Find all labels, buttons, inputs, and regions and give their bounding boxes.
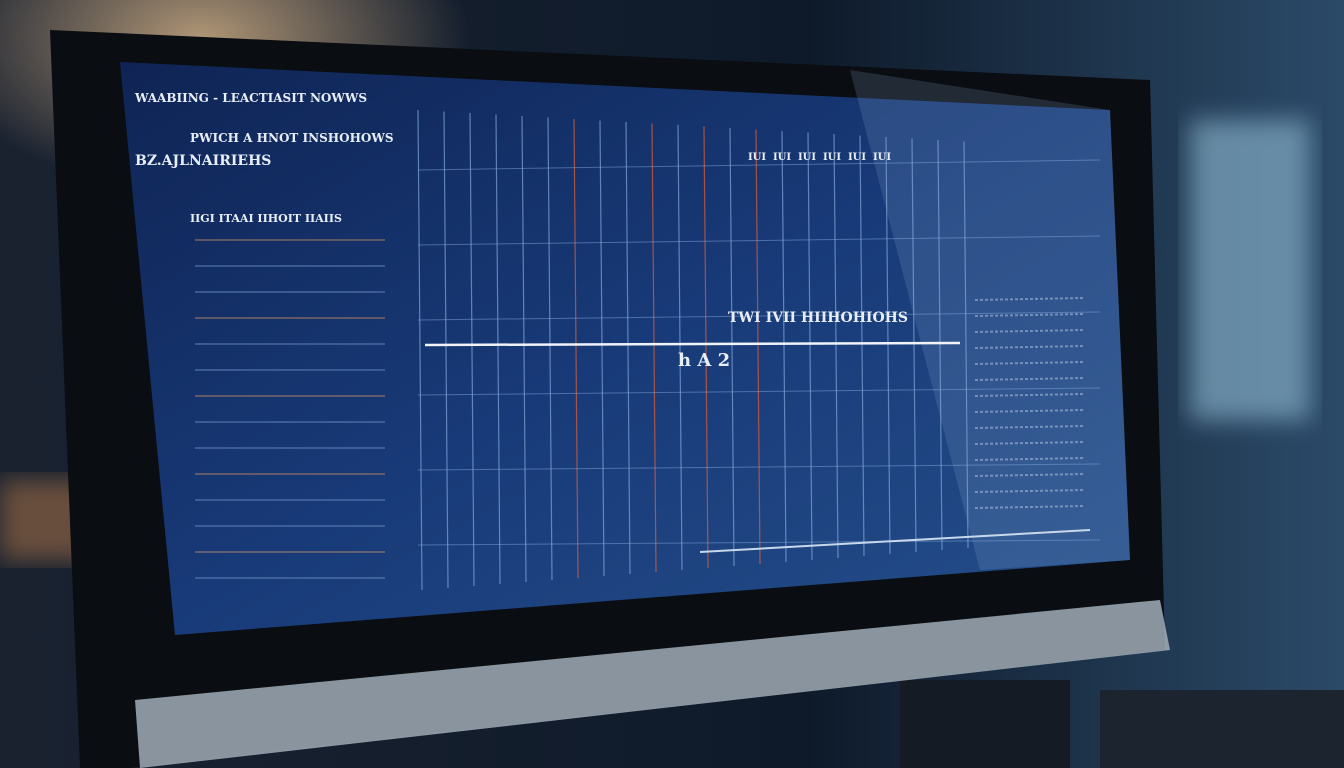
text-stub [974, 377, 1086, 381]
text-stub [974, 441, 1086, 445]
row-label: h A 2 [678, 350, 730, 371]
panel-title: IIGI ITAAI IIHOIT IIAIIS [190, 212, 342, 225]
grid-line [755, 129, 761, 565]
text-stub [974, 297, 1086, 301]
grid-line [885, 136, 891, 555]
text-stub [974, 425, 1086, 429]
grid-line [911, 138, 917, 553]
text-stub [974, 489, 1086, 493]
grid-line [833, 133, 839, 559]
grid-line [703, 126, 709, 569]
column-label: IUI [823, 152, 841, 163]
text-stub [974, 457, 1086, 461]
grid-line [963, 141, 969, 549]
column-label: IUI [748, 152, 766, 163]
grid [195, 109, 1101, 591]
grid-line [937, 139, 943, 551]
column-label: IUI [798, 152, 816, 163]
header-line: WAABIING - LEACTIASIT NOWWS [134, 91, 367, 105]
grid-line [807, 132, 813, 561]
text-stub [974, 393, 1086, 397]
column-labels: IUI IUI IUI IUI IUI IUI [748, 152, 891, 163]
text-stub [974, 329, 1086, 333]
grid-line [417, 311, 1101, 321]
center-label: TWI IVII HIIHOHIOHS [728, 310, 908, 326]
grid-line [469, 112, 475, 587]
grid-line [859, 135, 865, 557]
column-label: IUI [873, 152, 891, 163]
grid-line [547, 117, 553, 581]
keyboard [1100, 690, 1344, 768]
monitor-stand [900, 680, 1070, 768]
column-label: IUI [848, 152, 866, 163]
grid-line [781, 130, 787, 563]
monitor-chin [135, 600, 1170, 768]
text-stub [974, 361, 1086, 365]
text-stub [974, 473, 1086, 477]
grid-line [729, 127, 735, 567]
grid-line [521, 115, 527, 583]
header-line: BZ.AJLNAIRIEHS [135, 153, 271, 169]
grid-line [417, 235, 1101, 246]
grid-line [677, 124, 683, 571]
column-label: IUI [773, 152, 791, 163]
grid-line [625, 121, 631, 575]
grid-line [495, 114, 501, 585]
grid-line [573, 118, 579, 579]
highlight-line [424, 341, 961, 347]
screen-reflection [850, 70, 1130, 570]
grid-line [443, 111, 449, 589]
header-line: PWICH A HNOT INSHOHOWS [190, 131, 394, 145]
grid-line [417, 463, 1101, 471]
grid-line [417, 539, 1101, 546]
window-light [1190, 120, 1310, 420]
text-stub [974, 409, 1086, 413]
grid-line [599, 120, 605, 577]
screen [120, 62, 1130, 635]
text-stub [974, 345, 1086, 349]
grid-line [417, 387, 1101, 396]
text-stub [974, 313, 1086, 317]
grid-line [417, 109, 423, 591]
highlight-line [699, 529, 1091, 553]
grid-line [417, 159, 1101, 171]
text-stub [974, 505, 1086, 509]
grid-line [651, 123, 657, 573]
